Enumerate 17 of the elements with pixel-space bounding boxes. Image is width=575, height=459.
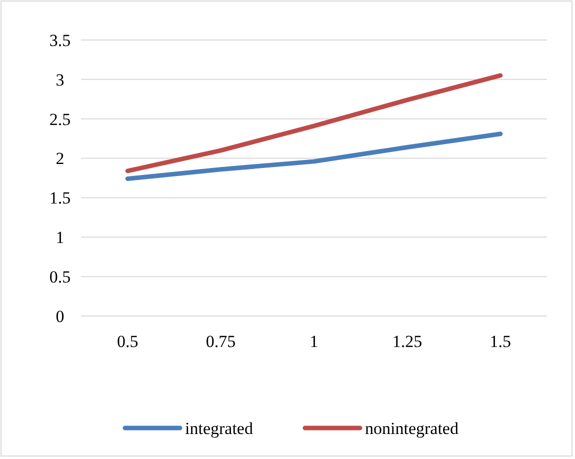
legend-label: nonintegrated [365, 418, 459, 438]
line-series [125, 73, 503, 174]
y-tick-label: 3 [56, 70, 64, 90]
y-tick-label: 0.5 [49, 268, 71, 287]
y-tick-label: 0 [56, 306, 64, 326]
y-tick-label: 3.5 [49, 30, 71, 50]
x-tick-label: 0.5 [116, 332, 138, 351]
y-tick-label: 1.5 [49, 188, 71, 208]
x-tick-label: 0.75 [206, 332, 236, 351]
line-series [125, 132, 503, 182]
y-tick-label: 2.5 [49, 110, 71, 129]
x-tick-label: 1.5 [490, 332, 512, 351]
x-tick-label: 1.25 [392, 332, 422, 351]
y-tick-label: 2 [56, 149, 64, 168]
legend-label: integrated [185, 418, 254, 438]
x-tick-label: 1 [310, 332, 318, 351]
y-tick-label: 1 [56, 228, 64, 248]
